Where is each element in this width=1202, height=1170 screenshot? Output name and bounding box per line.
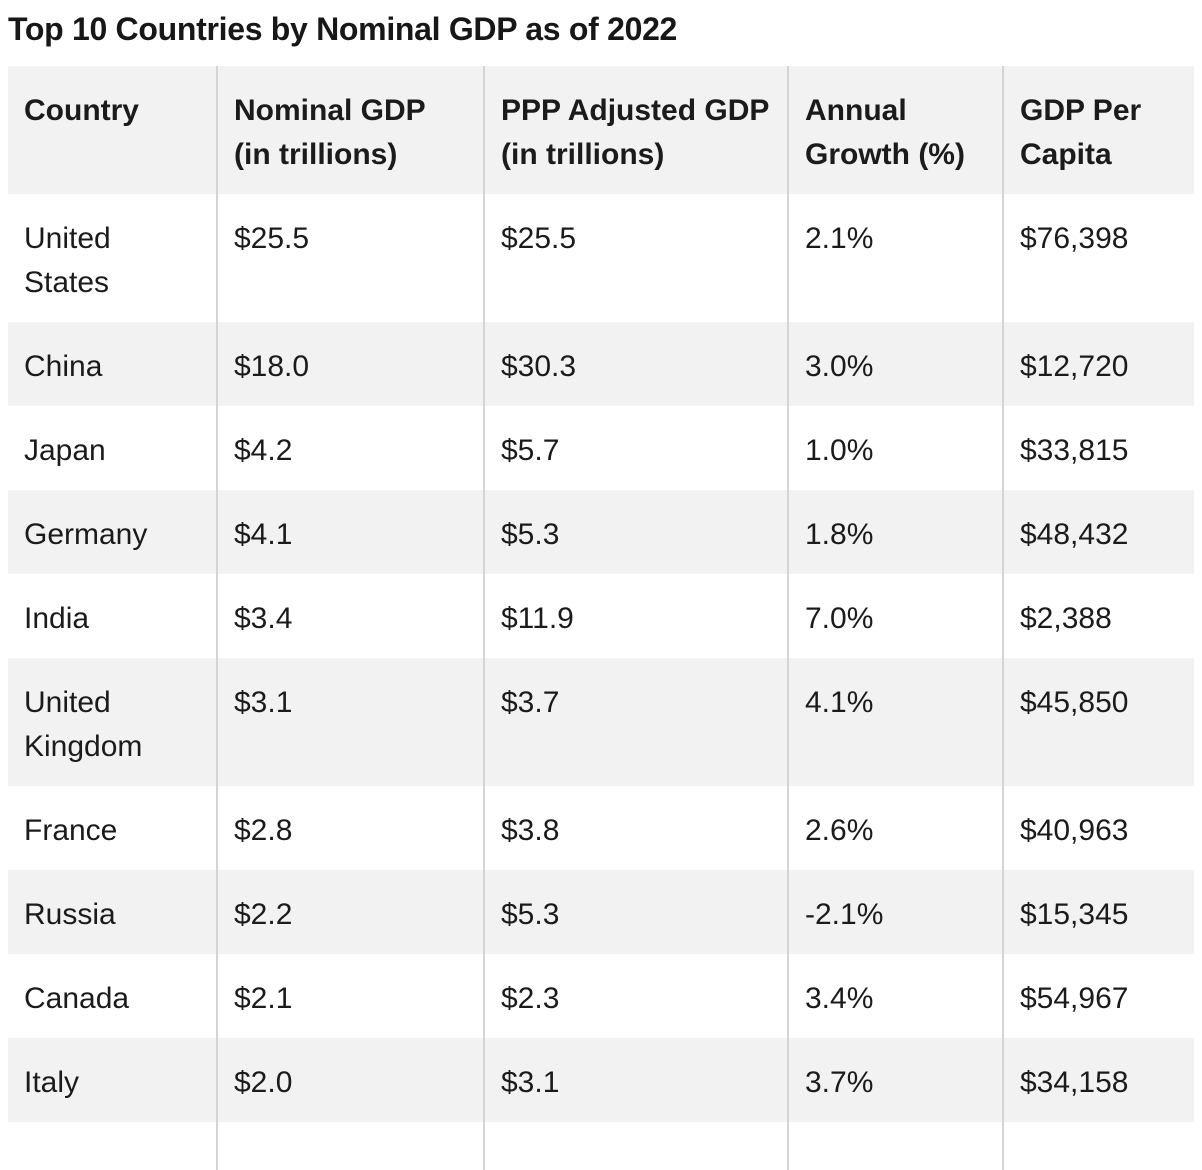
value-cell: 3.0% bbox=[787, 322, 1003, 406]
empty-cell bbox=[1002, 1122, 1194, 1170]
gdp-table: Country Nominal GDP (in trillions) PPP Adj… bbox=[8, 66, 1194, 1170]
value-cell: 1.0% bbox=[787, 406, 1003, 490]
value-cell: $48,432 bbox=[1002, 490, 1194, 574]
empty-cell bbox=[787, 1122, 1003, 1170]
value-cell: $30.3 bbox=[483, 322, 788, 406]
table-row: India $3.4 $11.9 7.0% $2,388 bbox=[8, 574, 1194, 658]
header-row: Country Nominal GDP (in trillions) PPP Adj… bbox=[8, 66, 1194, 194]
value-cell: $2.0 bbox=[216, 1038, 484, 1122]
country-cell: India bbox=[24, 602, 90, 635]
value-cell: $2.3 bbox=[483, 954, 788, 1038]
table-row: Germany $4.1 $5.3 1.8% $48,432 bbox=[8, 490, 1194, 574]
value-cell: 3.7% bbox=[787, 1038, 1003, 1122]
country-cell: Germany bbox=[24, 518, 148, 551]
empty-cell bbox=[8, 1122, 217, 1170]
value-cell: $3.1 bbox=[483, 1038, 788, 1122]
country-cell: Canada bbox=[24, 982, 130, 1015]
value-cell: $34,158 bbox=[1002, 1038, 1194, 1122]
value-cell: $3.4 bbox=[216, 574, 484, 658]
table-row: Canada $2.1 $2.3 3.4% $54,967 bbox=[8, 954, 1194, 1038]
table-row: United Kingdom $3.1 $3.7 4.1% $45,850 bbox=[8, 658, 1194, 786]
column-header: GDP Per Capita bbox=[1002, 66, 1194, 194]
value-cell: 3.4% bbox=[787, 954, 1003, 1038]
country-cell: United Kingdom bbox=[24, 686, 143, 763]
value-cell: $76,398 bbox=[1002, 194, 1194, 322]
value-cell: $33,815 bbox=[1002, 406, 1194, 490]
empty-cell bbox=[483, 1122, 788, 1170]
value-cell: $3.1 bbox=[216, 658, 484, 786]
value-cell: -2.1% bbox=[787, 870, 1003, 954]
value-cell: $2.8 bbox=[216, 786, 484, 870]
value-cell: 7.0% bbox=[787, 574, 1003, 658]
value-cell: $45,850 bbox=[1002, 658, 1194, 786]
value-cell: $2.2 bbox=[216, 870, 484, 954]
page-title: Top 10 Countries by Nominal GDP as of 20… bbox=[8, 11, 678, 47]
value-cell: $5.3 bbox=[483, 490, 788, 574]
value-cell: 1.8% bbox=[787, 490, 1003, 574]
value-cell: $15,345 bbox=[1002, 870, 1194, 954]
table-row: Russia $2.2 $5.3 -2.1% $15,345 bbox=[8, 870, 1194, 954]
country-cell: Italy bbox=[24, 1066, 80, 1099]
country-cell: Japan bbox=[24, 434, 106, 467]
value-cell: $18.0 bbox=[216, 322, 484, 406]
table-header: Country Nominal GDP (in trillions) PPP Adj… bbox=[8, 66, 1194, 194]
page: Top 10 Countries by Nominal GDP as of 20… bbox=[0, 6, 1202, 1170]
value-cell: $3.8 bbox=[483, 786, 788, 870]
country-cell: China bbox=[24, 350, 103, 383]
value-cell: $2,388 bbox=[1002, 574, 1194, 658]
column-header: Country bbox=[24, 94, 139, 127]
value-cell: 4.1% bbox=[787, 658, 1003, 786]
column-header: PPP Adjusted GDP (in trillions) bbox=[483, 66, 788, 194]
country-cell: France bbox=[24, 814, 118, 847]
value-cell: $4.2 bbox=[216, 406, 484, 490]
column-header: Nominal GDP (in trillions) bbox=[216, 66, 484, 194]
value-cell: $4.1 bbox=[216, 490, 484, 574]
value-cell: $2.1 bbox=[216, 954, 484, 1038]
column-header: Annual Growth (%) bbox=[787, 66, 1003, 194]
country-cell: Russia bbox=[24, 898, 116, 931]
table-row: France $2.8 $3.8 2.6% $40,963 bbox=[8, 786, 1194, 870]
empty-cell bbox=[216, 1122, 484, 1170]
clipped-bottom-row bbox=[8, 1122, 1194, 1170]
value-cell: 2.6% bbox=[787, 786, 1003, 870]
value-cell: $11.9 bbox=[483, 574, 788, 658]
value-cell: $54,967 bbox=[1002, 954, 1194, 1038]
table-row: China $18.0 $30.3 3.0% $12,720 bbox=[8, 322, 1194, 406]
value-cell: $5.7 bbox=[483, 406, 788, 490]
value-cell: $40,963 bbox=[1002, 786, 1194, 870]
value-cell: $12,720 bbox=[1002, 322, 1194, 406]
table-body: United States $25.5 $25.5 2.1% $76,398 China $… bbox=[8, 194, 1194, 1170]
table-row: Italy $2.0 $3.1 3.7% $34,158 bbox=[8, 1038, 1194, 1122]
value-cell: 2.1% bbox=[787, 194, 1003, 322]
table-row: United States $25.5 $25.5 2.1% $76,398 bbox=[8, 194, 1194, 322]
value-cell: $25.5 bbox=[483, 194, 788, 322]
value-cell: $3.7 bbox=[483, 658, 788, 786]
table-row: Japan $4.2 $5.7 1.0% $33,815 bbox=[8, 406, 1194, 490]
country-cell: United States bbox=[24, 222, 111, 299]
value-cell: $5.3 bbox=[483, 870, 788, 954]
value-cell: $25.5 bbox=[216, 194, 484, 322]
